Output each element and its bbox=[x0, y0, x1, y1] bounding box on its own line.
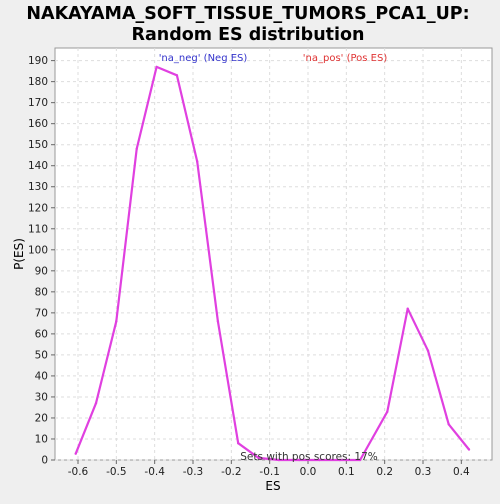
y-tick-label: 140 bbox=[28, 160, 48, 172]
y-tick-label: 40 bbox=[35, 370, 48, 382]
data-point bbox=[74, 452, 77, 455]
y-tick-label: 170 bbox=[28, 97, 48, 109]
y-tick-label: 0 bbox=[41, 455, 48, 467]
axes: 0 10 20 30 40 50 60 70 80 90 100 110 120 130 140 150 160… bbox=[28, 55, 470, 478]
series-layer bbox=[74, 65, 471, 462]
data-point bbox=[338, 458, 341, 462]
y-tick-label: 180 bbox=[28, 76, 48, 88]
x-tick-label: 0.2 bbox=[376, 466, 393, 478]
grid bbox=[55, 48, 492, 461]
legend-entry-neg: 'na_neg' (Neg ES) bbox=[159, 53, 248, 64]
y-axis-label: P(ES) bbox=[12, 238, 26, 270]
x-tick-label: 0.3 bbox=[415, 466, 432, 478]
y-tick-label: 10 bbox=[35, 433, 48, 445]
x-tick-label: -0.1 bbox=[259, 466, 280, 478]
y-tick-label: 50 bbox=[35, 349, 48, 361]
chart-title: NAKAYAMA_SOFT_TISSUE_TUMORS_PCA1_UP: bbox=[26, 4, 469, 24]
x-tick-label: -0.5 bbox=[106, 466, 127, 478]
plot-area bbox=[54, 47, 493, 461]
data-point bbox=[358, 458, 362, 462]
y-tick-label: 160 bbox=[28, 118, 48, 130]
data-point bbox=[237, 442, 240, 445]
data-point bbox=[135, 147, 138, 151]
data-point bbox=[467, 448, 471, 451]
y-tick-label: 30 bbox=[35, 391, 48, 403]
y-tick-label: 20 bbox=[35, 412, 48, 424]
data-point bbox=[277, 458, 281, 462]
data-point bbox=[155, 65, 158, 69]
data-point bbox=[406, 307, 409, 310]
x-tick-label: 0.0 bbox=[300, 466, 317, 478]
y-tick-label: 80 bbox=[35, 286, 48, 298]
chart-subtitle: Random ES distribution bbox=[131, 25, 364, 45]
x-tick-label: -0.6 bbox=[68, 466, 89, 478]
data-point bbox=[447, 423, 450, 426]
y-tick-label: 120 bbox=[28, 202, 48, 214]
y-tick-label: 100 bbox=[28, 244, 48, 256]
y-tick-label: 70 bbox=[35, 307, 48, 319]
y-tick-label: 60 bbox=[35, 328, 48, 340]
legend-entry-pos: 'na_pos' (Pos ES) bbox=[303, 53, 388, 64]
data-point bbox=[298, 458, 301, 462]
data-point bbox=[196, 160, 199, 163]
data-point bbox=[257, 456, 260, 460]
y-tick-label: 90 bbox=[35, 265, 48, 277]
data-point bbox=[318, 458, 321, 462]
data-point bbox=[216, 320, 220, 323]
x-tick-label: -0.4 bbox=[144, 466, 165, 478]
annotation-pos-scores: Sets with pos scores: 17% bbox=[240, 451, 377, 463]
series-line-0 bbox=[74, 65, 470, 462]
data-point bbox=[94, 402, 98, 405]
data-point bbox=[115, 320, 118, 323]
x-tick-label: -0.3 bbox=[183, 466, 204, 478]
x-tick-label: -0.2 bbox=[221, 466, 242, 478]
x-tick-label: 0.1 bbox=[338, 466, 355, 478]
y-tick-label: 150 bbox=[28, 139, 48, 151]
data-point bbox=[386, 410, 389, 413]
y-tick-label: 190 bbox=[28, 55, 48, 67]
data-point bbox=[426, 349, 430, 352]
x-axis-label: ES bbox=[265, 479, 280, 493]
y-tick-label: 110 bbox=[28, 223, 48, 235]
data-point bbox=[175, 74, 179, 77]
y-tick-label: 130 bbox=[28, 181, 48, 193]
x-tick-label: 0.4 bbox=[453, 466, 470, 478]
